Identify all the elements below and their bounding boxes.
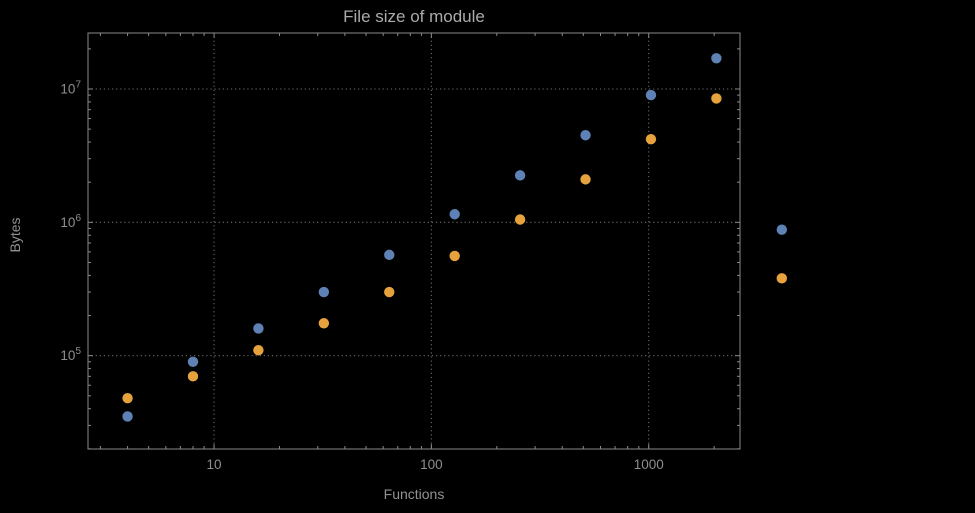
data-point-series-2 (187, 371, 199, 382)
data-point-series-1 (318, 286, 330, 298)
data-point-series-1 (253, 323, 264, 334)
data-point-series-2 (711, 93, 722, 104)
data-point-series-1 (776, 224, 788, 235)
data-point-series-1 (384, 249, 395, 261)
data-point-series-2 (776, 273, 788, 284)
x-tick-label: 10 (207, 457, 222, 472)
y-tick-label: 106 (60, 213, 81, 230)
data-point-series-1 (514, 170, 526, 181)
chart-title: File size of module (343, 7, 485, 26)
data-point-series-2 (449, 250, 460, 262)
data-point-series-2 (384, 286, 395, 298)
data-point-series-2 (514, 214, 526, 225)
y-tick-label: 105 (60, 346, 81, 363)
data-point-series-1 (645, 89, 657, 101)
data-point-series-2 (645, 134, 657, 145)
y-tick-label: 107 (60, 80, 81, 97)
x-tick-label: 1000 (634, 457, 664, 472)
data-point-series-2 (580, 174, 591, 185)
plot-frame (87, 32, 741, 450)
data-point-series-1 (122, 411, 133, 422)
x-axis-label: Functions (383, 486, 445, 502)
data-point-series-1 (449, 209, 460, 220)
data-point-series-2 (122, 392, 133, 404)
x-tick-label: 100 (420, 457, 443, 472)
data-point-series-1 (580, 130, 591, 141)
data-point-series-1 (711, 53, 722, 64)
data-point-series-1 (187, 356, 199, 367)
data-point-series-2 (318, 318, 330, 329)
data-point-series-2 (253, 344, 264, 356)
